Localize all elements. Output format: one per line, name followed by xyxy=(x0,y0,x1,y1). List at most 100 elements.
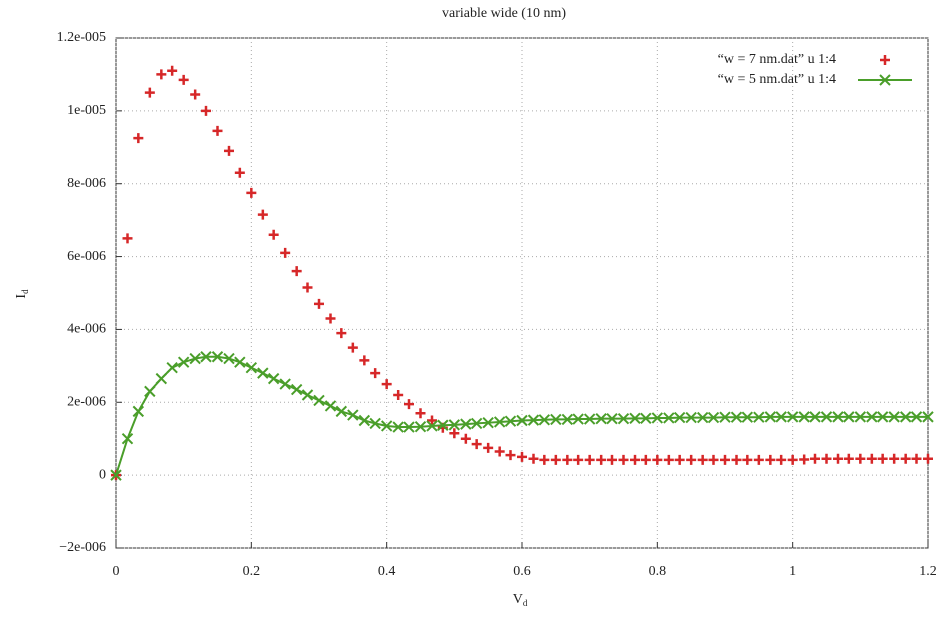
x-axis-label-sub: d xyxy=(523,598,528,608)
data-point xyxy=(437,419,449,431)
data-point xyxy=(504,415,517,427)
legend-label: “w = 7 nm.dat” u 1:4 xyxy=(718,52,836,67)
data-point xyxy=(393,390,404,400)
data-point xyxy=(121,433,134,445)
data-point xyxy=(573,454,584,465)
data-point xyxy=(483,442,494,453)
data-point xyxy=(302,282,313,293)
y-tick-label: 0 xyxy=(99,467,106,482)
data-point xyxy=(460,433,471,444)
data-point xyxy=(880,55,890,65)
data-point xyxy=(640,412,652,425)
data-point xyxy=(539,454,550,465)
data-point xyxy=(673,411,686,424)
data-point xyxy=(809,453,820,464)
data-point xyxy=(833,453,844,464)
data-point xyxy=(493,416,506,428)
data-point xyxy=(189,352,201,365)
data-point xyxy=(866,453,877,464)
data-point xyxy=(923,453,933,464)
data-point xyxy=(855,453,866,464)
data-point xyxy=(900,453,911,464)
data-point xyxy=(347,409,359,421)
data-point xyxy=(876,411,889,423)
legend-label: “w = 5 nm.dat” u 1:4 xyxy=(718,72,836,87)
data-point xyxy=(663,412,675,424)
data-point xyxy=(471,439,482,450)
data-point xyxy=(832,411,844,423)
data-point xyxy=(347,342,358,353)
data-point xyxy=(234,167,245,178)
data-point xyxy=(629,412,641,425)
data-point xyxy=(505,450,516,461)
data-point xyxy=(596,454,607,465)
data-point xyxy=(538,414,551,426)
data-point xyxy=(776,454,787,465)
data-point xyxy=(167,65,178,76)
data-point xyxy=(731,454,742,465)
data-point xyxy=(527,414,540,426)
data-point xyxy=(889,453,900,464)
data-point xyxy=(166,361,178,374)
y-tick-label: 4e-006 xyxy=(67,322,106,337)
data-point xyxy=(584,454,595,465)
chart-title: variable wide (10 nm) xyxy=(442,6,566,21)
y-tick-label: −2e-006 xyxy=(59,540,106,555)
data-point xyxy=(223,352,235,365)
data-point xyxy=(279,378,291,390)
data-point xyxy=(177,356,190,368)
data-point xyxy=(720,454,730,465)
data-point xyxy=(224,145,235,156)
data-point xyxy=(144,385,156,398)
data-point xyxy=(550,454,561,465)
data-point xyxy=(888,411,900,423)
y-axis-label-sub: d xyxy=(20,289,30,294)
data-point xyxy=(730,411,743,423)
data-point xyxy=(133,133,144,144)
data-point xyxy=(528,453,539,464)
data-point xyxy=(144,87,155,98)
x-axis-label: Vd xyxy=(513,592,528,608)
data-point xyxy=(742,454,753,465)
data-point xyxy=(448,419,461,431)
data-point xyxy=(110,469,122,481)
data-point xyxy=(245,361,258,374)
x-tick-label: 1.2 xyxy=(919,564,937,579)
y-tick-label: 1.2e-005 xyxy=(57,30,106,45)
data-point xyxy=(879,74,891,86)
data-point xyxy=(156,69,167,80)
data-point xyxy=(651,412,664,424)
data-point xyxy=(336,328,347,339)
data-point xyxy=(426,420,438,432)
data-point xyxy=(663,454,674,465)
data-point xyxy=(370,368,381,379)
data-point xyxy=(200,351,212,363)
data-point xyxy=(877,453,888,464)
data-point xyxy=(583,413,596,425)
data-point xyxy=(122,233,133,244)
data-point xyxy=(775,411,787,423)
data-point xyxy=(798,411,810,423)
data-point xyxy=(606,454,617,465)
data-point xyxy=(358,414,371,427)
y-tick-label: 6e-006 xyxy=(67,249,106,264)
data-point xyxy=(787,454,798,465)
data-point xyxy=(550,413,562,426)
x-tick-label: 0.2 xyxy=(243,564,261,579)
data-point xyxy=(414,420,427,433)
x-tick-label: 0.8 xyxy=(649,564,667,579)
data-point xyxy=(809,411,821,423)
data-point xyxy=(899,411,912,423)
data-point xyxy=(630,454,641,465)
data-point xyxy=(652,454,663,465)
data-point xyxy=(392,421,404,433)
data-point xyxy=(561,413,574,426)
data-point xyxy=(753,411,765,423)
data-point xyxy=(843,411,855,423)
data-point xyxy=(415,408,426,419)
data-point xyxy=(697,454,708,465)
data-point xyxy=(707,411,720,424)
y-tick-label: 2e-006 xyxy=(67,395,106,410)
y-tick-label: 1e-005 xyxy=(67,103,106,118)
x-tick-label: 0.6 xyxy=(513,564,531,579)
